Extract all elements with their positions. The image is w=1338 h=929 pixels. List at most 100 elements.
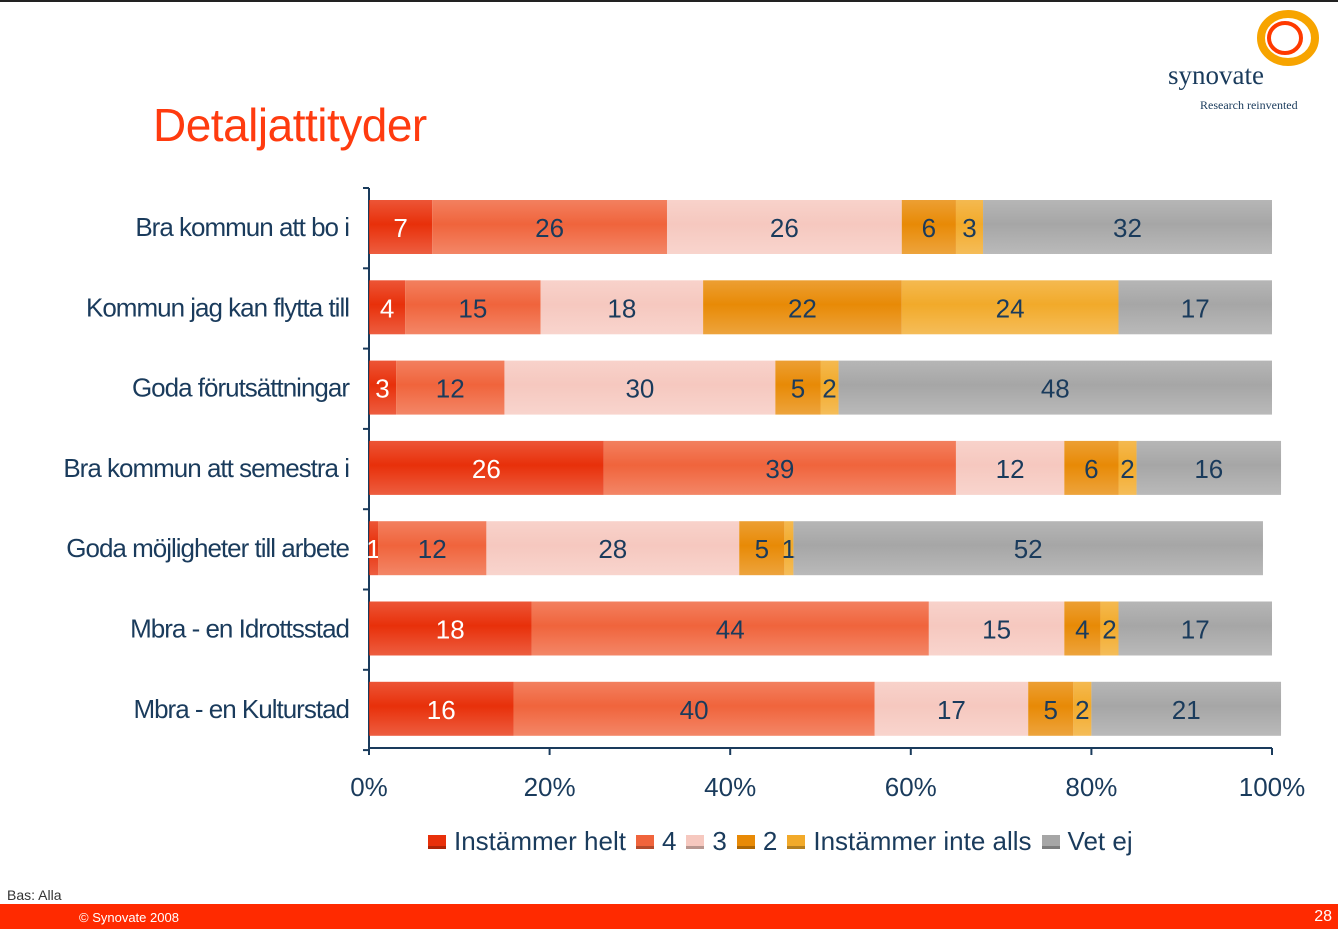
- bar-segment: [1028, 681, 1074, 736]
- bar-segment: [1136, 440, 1282, 495]
- data-label: 6: [1084, 454, 1098, 484]
- category-label: Goda förutsättningar: [132, 373, 350, 403]
- data-label: 2: [1102, 615, 1116, 645]
- legend-label: 4: [661, 826, 677, 856]
- legend-item: Instämmer helt: [428, 826, 626, 857]
- data-label: 30: [625, 374, 654, 404]
- logo-wordmark: synovate: [1168, 60, 1264, 90]
- legend-item: Vet ej: [1041, 826, 1133, 857]
- data-label: 18: [436, 615, 465, 645]
- bar-segment: [369, 601, 532, 656]
- data-label: 17: [1181, 615, 1210, 645]
- data-label: 44: [716, 615, 745, 645]
- data-label: 15: [458, 293, 487, 323]
- category-label: Bra kommun att bo i: [135, 212, 349, 242]
- data-label: 5: [755, 534, 769, 564]
- data-label: 7: [393, 213, 407, 243]
- data-label: 4: [1075, 615, 1089, 645]
- data-label: 12: [418, 534, 447, 564]
- data-label: 48: [1041, 374, 1070, 404]
- legend-label: Instämmer helt: [454, 826, 626, 856]
- bar-segment: [369, 280, 406, 335]
- data-label: 12: [996, 454, 1025, 484]
- x-tick-label: 40%: [704, 772, 756, 802]
- data-label: 12: [436, 374, 465, 404]
- data-label: 2: [1120, 454, 1134, 484]
- bar-segment: [369, 360, 397, 415]
- bar-segment: [603, 440, 956, 495]
- legend-label: Instämmer inte alls: [813, 826, 1032, 856]
- legend-swatch: [787, 834, 806, 849]
- chart-legend: Instämmer helt 4 3 2 Instämmer inte alls Vet …: [428, 826, 1143, 857]
- category-label: Mbra - en Kulturstad: [133, 694, 349, 724]
- data-label: 3: [962, 213, 976, 243]
- bar-segment: [955, 200, 984, 254]
- bar-segment: [1064, 440, 1119, 495]
- data-label: 26: [770, 213, 799, 243]
- x-tick-label: 80%: [1065, 772, 1117, 802]
- logo-ring-icon: [1257, 10, 1319, 66]
- page-title: Detaljattityder: [153, 99, 427, 151]
- bar-segment: [1091, 681, 1282, 736]
- data-label: 17: [1181, 293, 1210, 323]
- bar-segment: [838, 360, 1272, 415]
- data-label: 2: [1075, 695, 1089, 725]
- bar-segment: [901, 280, 1119, 335]
- bar-segment: [513, 681, 875, 736]
- bar-segment: [396, 360, 505, 415]
- synovate-logo: synovate Research reinvented: [1160, 8, 1335, 118]
- data-label: 3: [375, 374, 389, 404]
- legend-swatch: [736, 834, 755, 849]
- bar-segment: [983, 200, 1272, 254]
- data-label: 5: [791, 374, 805, 404]
- data-label: 17: [937, 695, 966, 725]
- bar-segment: [775, 360, 821, 415]
- data-label: 39: [765, 454, 794, 484]
- bar-segment: [504, 360, 776, 415]
- data-label: 16: [427, 695, 456, 725]
- bar-segment: [666, 200, 902, 254]
- bar-segment: [540, 280, 704, 335]
- x-tick-label: 20%: [524, 772, 576, 802]
- bar-segment: [369, 521, 379, 576]
- legend-item: 4: [635, 826, 677, 857]
- bar-segment: [793, 521, 1263, 576]
- logo-tagline: Research reinvented: [1200, 98, 1298, 112]
- legend-swatch: [428, 834, 446, 849]
- footer-bar: © Synovate 2008 28: [0, 904, 1338, 929]
- category-label: Bra kommun att semestra i: [63, 453, 349, 483]
- legend-swatch: [686, 834, 705, 849]
- data-label: 1: [366, 534, 380, 564]
- top-rule: [0, 0, 1338, 2]
- data-label: 21: [1172, 695, 1201, 725]
- bar-segment: [1118, 601, 1272, 656]
- bar-segment: [955, 440, 1065, 495]
- data-label: 28: [598, 534, 627, 564]
- legend-label: Vet ej: [1067, 826, 1133, 856]
- bar-segment: [378, 521, 487, 576]
- x-tick-label: 0%: [350, 772, 388, 802]
- stacked-bar-chart: 0% 20% 40% 60% 80% 100%Bra kommun att bo i 7 26…: [63, 187, 1305, 802]
- data-label: 5: [1044, 695, 1058, 725]
- data-label: 18: [607, 293, 636, 323]
- bar-segment: [739, 521, 785, 576]
- data-label: 15: [982, 615, 1011, 645]
- bar-segment: [369, 681, 514, 736]
- bar-segment: [369, 200, 433, 254]
- bar-segment: [928, 601, 1065, 656]
- legend-item: 3: [686, 826, 727, 857]
- data-label: 16: [1194, 454, 1223, 484]
- bar-segment: [486, 521, 740, 576]
- data-label: 4: [380, 293, 394, 323]
- bar-segment: [405, 280, 541, 335]
- data-label: 52: [1014, 534, 1043, 564]
- x-tick-label: 60%: [885, 772, 937, 802]
- bar-segment: [1100, 601, 1119, 656]
- legend-label: 3: [712, 826, 727, 856]
- bar-segment: [901, 200, 956, 254]
- bar-segment: [874, 681, 1029, 736]
- legend-item: 2: [736, 826, 777, 857]
- legend-swatch: [1041, 834, 1060, 849]
- data-label: 40: [680, 695, 709, 725]
- data-label: 26: [535, 213, 564, 243]
